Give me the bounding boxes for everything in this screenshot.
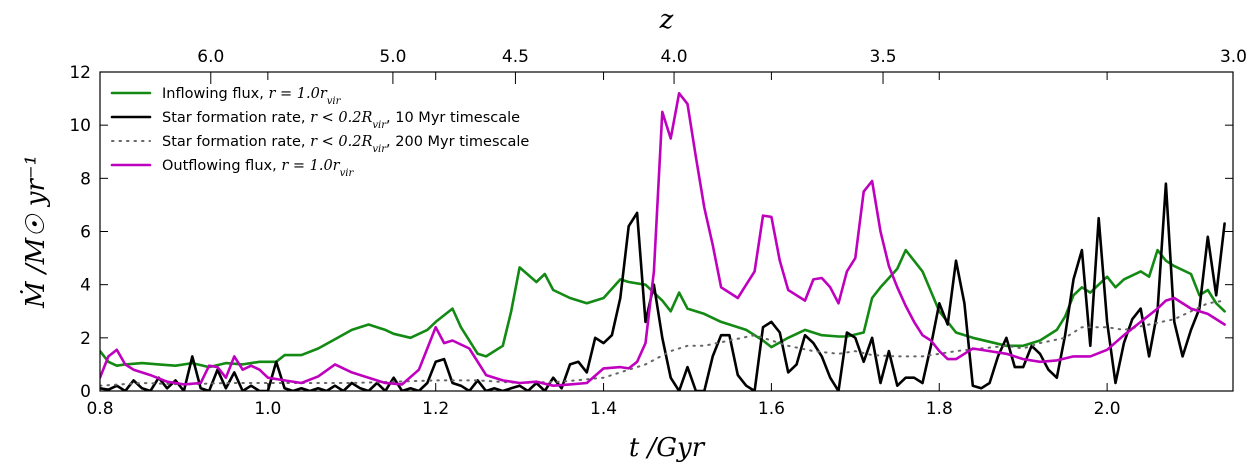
x-tick-label: 2.0 [1094, 399, 1121, 419]
top-tick-label: 3.5 [870, 47, 897, 67]
legend-entry-1: Star formation rate, r < 0.2Rvir, 10 Myr… [162, 110, 520, 131]
legend-subscript: vir [327, 96, 342, 107]
y-axis-label: Ṁ /M☉ yr⁻¹ [20, 155, 51, 309]
x-axis-label: t /Gyr [629, 433, 706, 463]
top-tick-label: 5.0 [379, 47, 406, 67]
legend-math: r < 0.2R [310, 134, 372, 150]
series-lines [100, 92, 1226, 391]
legend-subscript: vir [372, 120, 387, 131]
legend-math: r = 1.0r [281, 158, 340, 174]
x-tick-label: 1.2 [422, 399, 449, 419]
series-line-0 [100, 248, 1226, 369]
series-line-3 [100, 92, 1226, 388]
x-tick-label: 1.0 [254, 399, 281, 419]
top-tick-label: 3.0 [1220, 47, 1247, 67]
y-tick-label: 4 [80, 276, 91, 296]
legend-math: r = 1.0r [268, 86, 327, 102]
y-tick-label: 0 [80, 382, 91, 402]
x-tick-label: 1.4 [590, 399, 617, 419]
legend-label: Inflowing flux, [162, 86, 268, 102]
legend-suffix: , 10 Myr timescale [386, 110, 520, 126]
y-tick-label: 12 [69, 63, 91, 83]
legend-math: r < 0.2R [310, 110, 372, 126]
series-line-1 [100, 182, 1226, 391]
legend-entry-2: Star formation rate, r < 0.2Rvir, 200 My… [162, 134, 529, 155]
legend-label: Star formation rate, [162, 110, 310, 126]
legend-label: Star formation rate, [162, 134, 310, 150]
y-tick-label: 2 [80, 329, 91, 349]
axis-ticks: 0.8 1.0 1.2 1.4 1.6 1.8 2.0 0 2 4 6 8 10 12 6.0 5.0 4.5 4… [69, 47, 1247, 419]
legend-suffix: , 200 Myr timescale [386, 134, 529, 150]
x-tick-label: 0.8 [86, 399, 113, 419]
top-tick-label: 4.5 [502, 47, 529, 67]
legend-entry-0: Inflowing flux, r = 1.0rvir [162, 86, 342, 107]
legend-label: Outflowing flux, [162, 158, 281, 174]
y-tick-label: 10 [69, 116, 91, 136]
x-tick-label: 1.8 [926, 399, 953, 419]
top-tick-label: 6.0 [197, 47, 224, 67]
legend-subscript: vir [372, 144, 387, 155]
legend-subscript: vir [340, 168, 355, 179]
x-tick-label: 1.6 [758, 399, 785, 419]
top-axis-label: z [659, 5, 674, 35]
y-tick-label: 6 [80, 223, 91, 243]
top-tick-label: 4.0 [661, 47, 688, 67]
legend-entry-3: Outflowing flux, r = 1.0rvir [162, 158, 354, 179]
y-tick-label: 8 [80, 169, 91, 189]
